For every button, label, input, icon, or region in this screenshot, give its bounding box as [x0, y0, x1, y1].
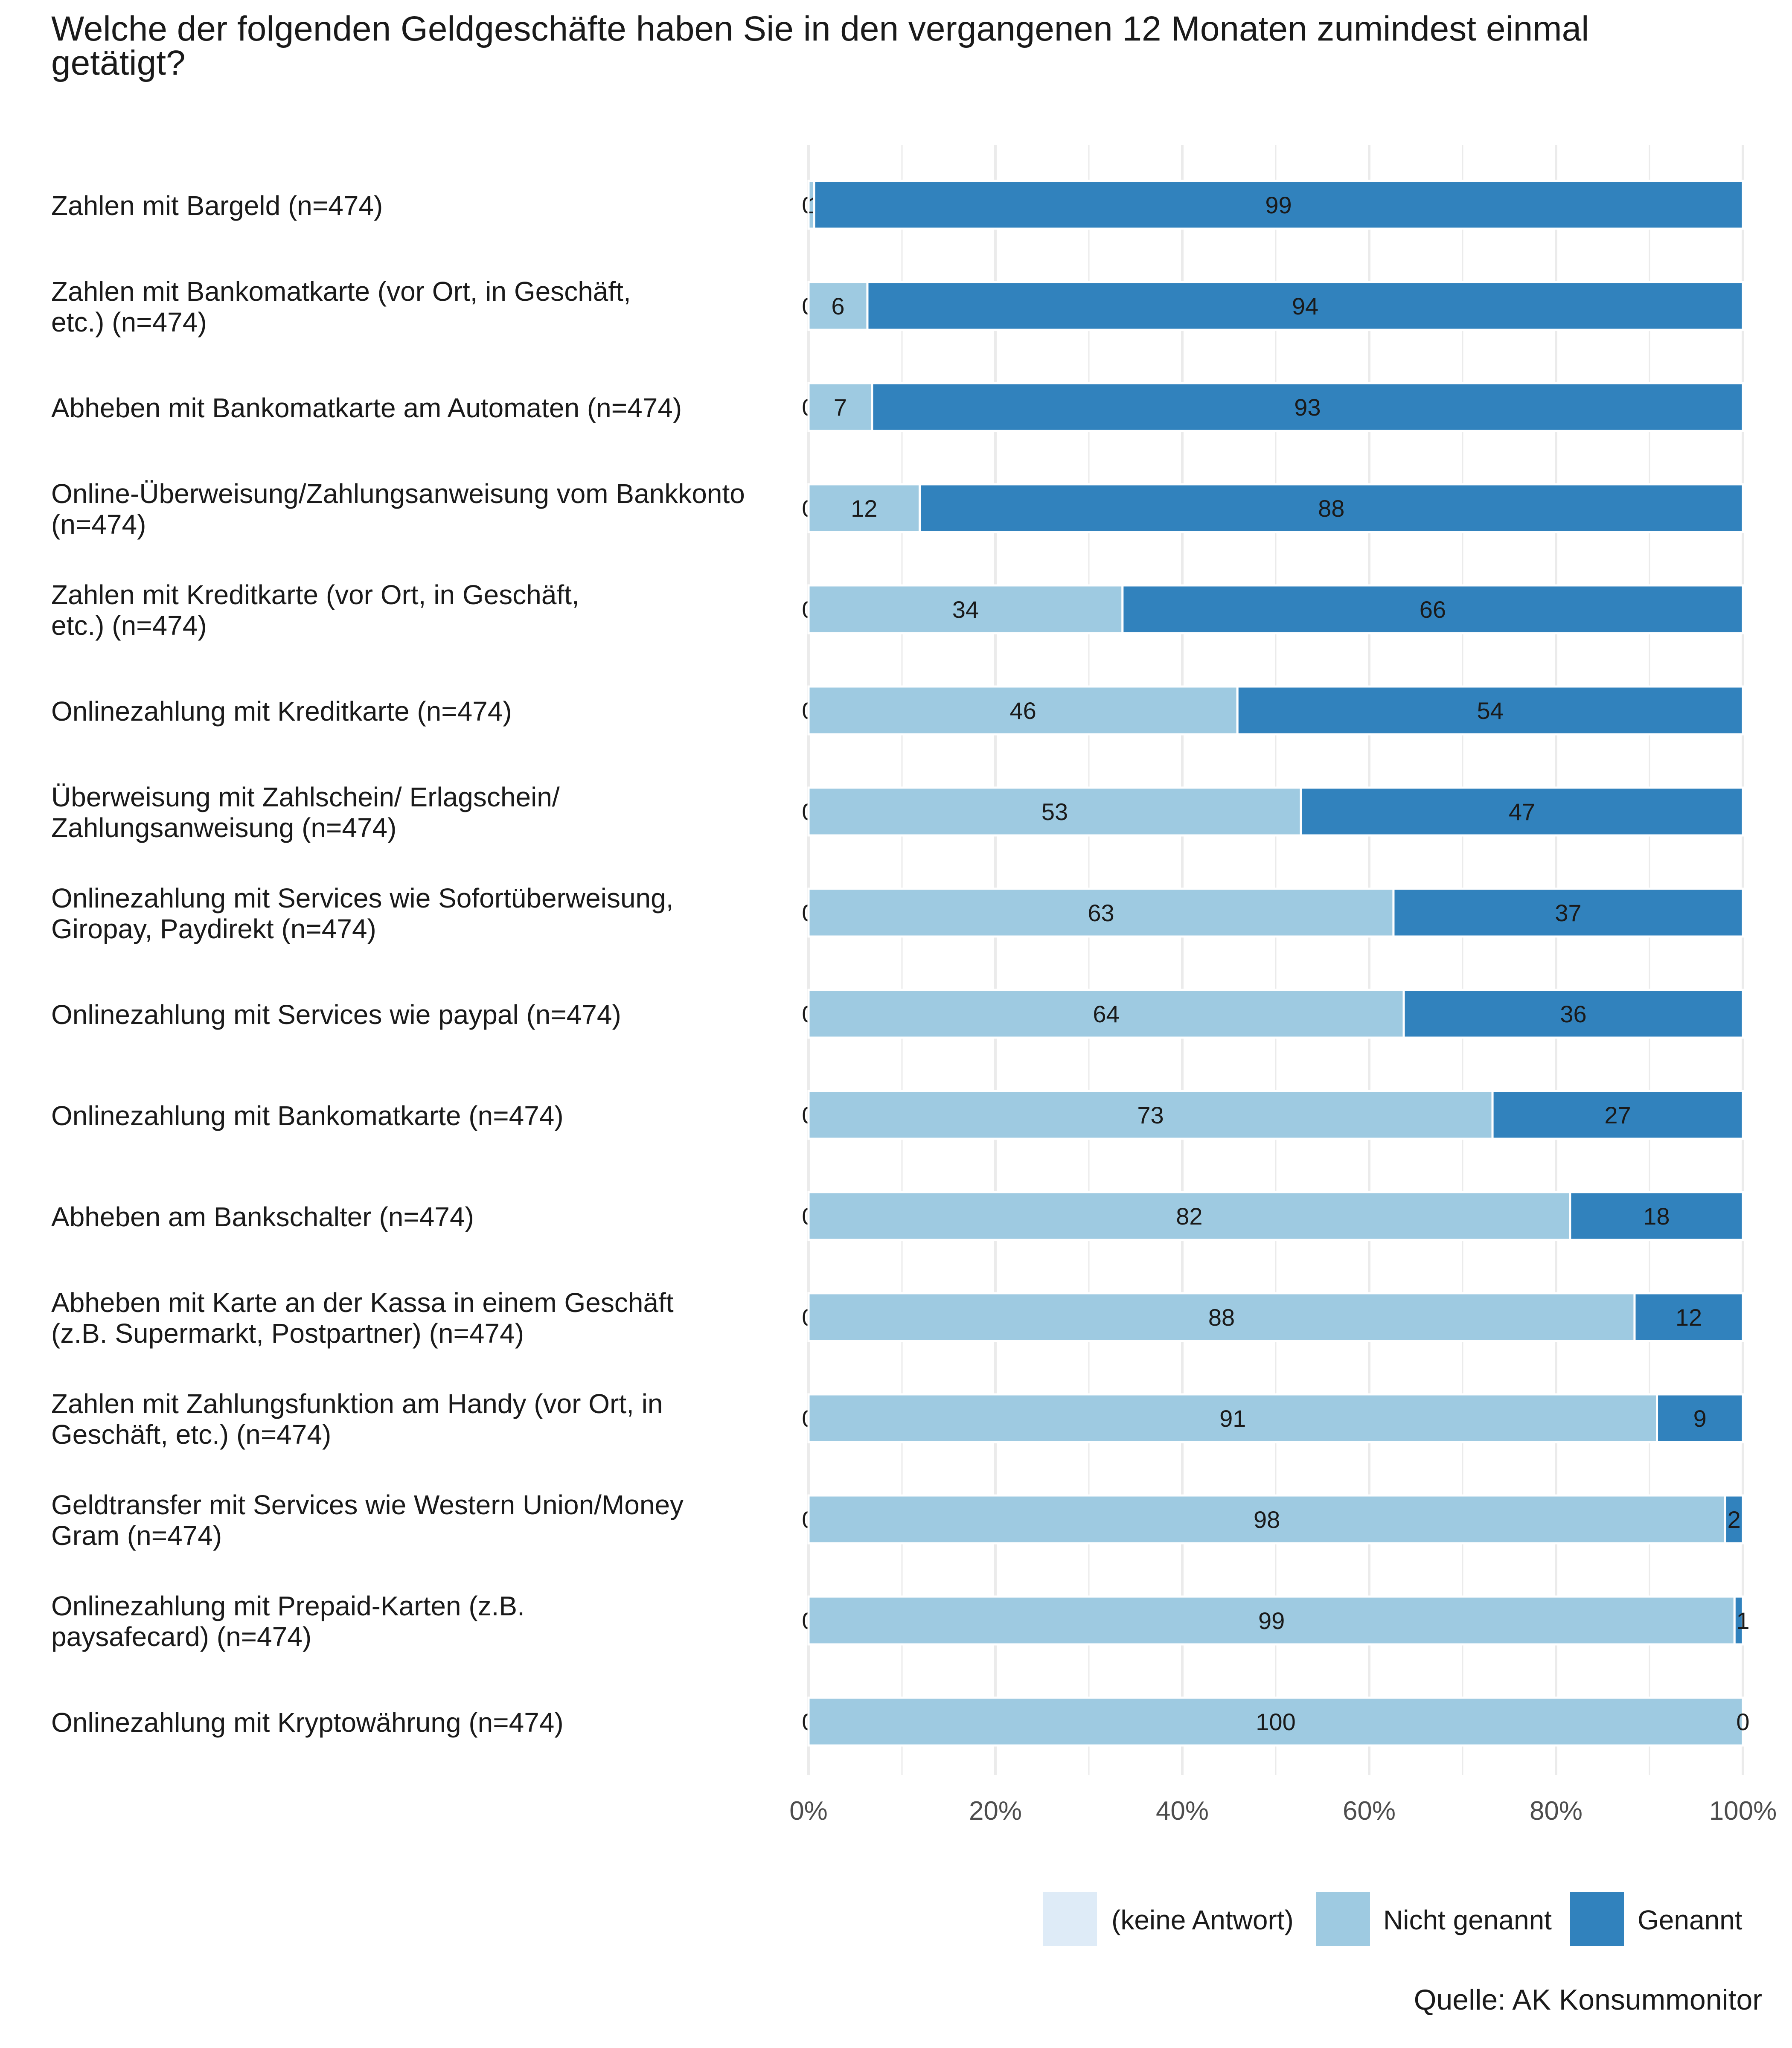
x-tick-label: 40%	[1156, 1796, 1209, 1826]
data-label: 66	[1420, 596, 1446, 623]
category-label: Onlinezahlung mit Kryptowährung (n=474)	[51, 1707, 564, 1738]
data-label: 7	[834, 394, 847, 421]
bar-segment	[807, 1090, 1494, 1140]
bar-segment	[813, 180, 1744, 230]
bar-segment	[1656, 1393, 1744, 1443]
category-label: etc.) (n=474)	[51, 610, 207, 641]
data-label: 18	[1643, 1203, 1670, 1230]
x-tick-label: 80%	[1530, 1796, 1583, 1826]
bar-segment	[807, 887, 1395, 938]
category-label: Onlinezahlung mit Bankomatkarte (n=474)	[51, 1100, 564, 1131]
data-label: 91	[1219, 1405, 1246, 1432]
bar-segment	[807, 1595, 1736, 1646]
category-label: Zahlen mit Bankomatkarte (vor Ort, in Ge…	[51, 276, 631, 307]
data-label: 98	[1254, 1506, 1280, 1533]
category-label: Giropay, Paydirekt (n=474)	[51, 913, 376, 944]
category-label: etc.) (n=474)	[51, 307, 207, 337]
bar-segment	[807, 1292, 1636, 1342]
x-tick-label: 60%	[1343, 1796, 1396, 1826]
category-label: (n=474)	[51, 509, 146, 540]
chart-title-line: Welche der folgenden Geldgeschäfte haben…	[51, 9, 1589, 48]
category-label: (z.B. Supermarkt, Postpartner) (n=474)	[51, 1318, 524, 1349]
bar-segment	[807, 786, 1302, 837]
category-label: Geschäft, etc.) (n=474)	[51, 1419, 331, 1450]
data-label: 47	[1509, 798, 1535, 825]
category-label: Zahlen mit Zahlungsfunktion am Handy (vo…	[51, 1388, 663, 1419]
bar-segment	[1392, 887, 1744, 938]
data-label: 0	[1736, 1708, 1749, 1735]
data-label: 54	[1477, 697, 1503, 724]
x-tick-label: 20%	[969, 1796, 1022, 1826]
bar-segment	[871, 382, 1744, 432]
data-label: 88	[1318, 495, 1344, 522]
category-label: Onlinezahlung mit Prepaid-Karten (z.B.	[51, 1591, 525, 1621]
category-label: paysafecard) (n=474)	[51, 1621, 311, 1652]
legend-label: Nicht genannt	[1383, 1905, 1552, 1935]
chart-title-line: getätigt?	[51, 44, 186, 82]
legend-label: (keine Antwort)	[1111, 1905, 1294, 1935]
category-label: Zahlen mit Bargeld (n=474)	[51, 190, 383, 221]
data-label: 64	[1093, 1001, 1119, 1027]
data-label: 2	[1728, 1506, 1741, 1533]
data-label: 12	[851, 495, 877, 522]
data-label: 63	[1088, 899, 1114, 926]
data-label: 93	[1294, 394, 1321, 421]
data-label: 53	[1041, 798, 1068, 825]
bar-segment	[1300, 786, 1744, 837]
bar-segment	[1491, 1090, 1744, 1140]
data-label: 100	[1256, 1708, 1295, 1735]
bar-segment	[807, 382, 873, 432]
data-label: 34	[952, 596, 979, 623]
bar-segment	[807, 989, 1405, 1039]
data-label: 46	[1009, 697, 1036, 724]
category-label: Überweisung mit Zahlschein/ Erlagschein/	[51, 782, 560, 812]
data-label: 88	[1208, 1304, 1235, 1331]
bar-segment	[1633, 1292, 1744, 1342]
bar-segment	[807, 584, 1124, 634]
data-label: 36	[1560, 1001, 1586, 1027]
category-label: Onlinezahlung mit Services wie Sofortübe…	[51, 883, 674, 913]
data-label: 73	[1137, 1102, 1164, 1129]
data-label: 99	[1265, 192, 1292, 218]
bar-segment	[807, 1494, 1726, 1545]
bar-segment	[1121, 584, 1744, 634]
category-label: Geldtransfer mit Services wie Western Un…	[51, 1489, 684, 1520]
legend-label: Genannt	[1638, 1905, 1743, 1935]
source-caption: Quelle: AK Konsummonitor	[1414, 1984, 1762, 2016]
x-tick-label: 100%	[1709, 1796, 1777, 1826]
data-label: 6	[831, 293, 844, 320]
category-label: Abheben mit Bankomatkarte am Automaten (…	[51, 393, 682, 423]
category-label: Abheben am Bankschalter (n=474)	[51, 1201, 474, 1232]
category-label: Onlinezahlung mit Kreditkarte (n=474)	[51, 696, 512, 727]
bar-segment	[1733, 1595, 1744, 1646]
category-label: Zahlen mit Kreditkarte (vor Ort, in Gesc…	[51, 579, 579, 610]
data-label: 9	[1693, 1405, 1707, 1432]
category-label: Online-Überweisung/Zahlungsanweisung vom…	[51, 478, 745, 509]
category-label: Onlinezahlung mit Services wie paypal (n…	[51, 999, 621, 1030]
bar-segment	[919, 483, 1744, 533]
data-label: 1	[1736, 1607, 1749, 1634]
legend-swatch	[1043, 1892, 1097, 1946]
data-label: 12	[1676, 1304, 1702, 1331]
legend-swatch	[1316, 1892, 1370, 1946]
bar-segment	[1236, 685, 1744, 736]
data-label: 37	[1555, 899, 1581, 926]
data-label: 99	[1258, 1607, 1285, 1634]
bar-segment	[1724, 1494, 1744, 1545]
bar-segment	[1569, 1191, 1744, 1241]
bar-segment	[807, 1191, 1571, 1241]
category-label: Abheben mit Karte an der Kassa in einem …	[51, 1287, 674, 1318]
data-label: 94	[1292, 293, 1318, 320]
bar-segment	[866, 281, 1744, 331]
category-label: Zahlungsanweisung (n=474)	[51, 812, 396, 843]
bar-segment	[807, 1393, 1658, 1443]
bar-segment	[1402, 989, 1744, 1039]
category-label: Gram (n=474)	[51, 1520, 222, 1551]
x-tick-label: 0%	[789, 1796, 828, 1826]
legend-swatch	[1570, 1892, 1624, 1946]
bar-segment	[807, 1696, 1744, 1747]
data-label: 27	[1604, 1102, 1631, 1129]
data-label: 82	[1176, 1203, 1202, 1230]
